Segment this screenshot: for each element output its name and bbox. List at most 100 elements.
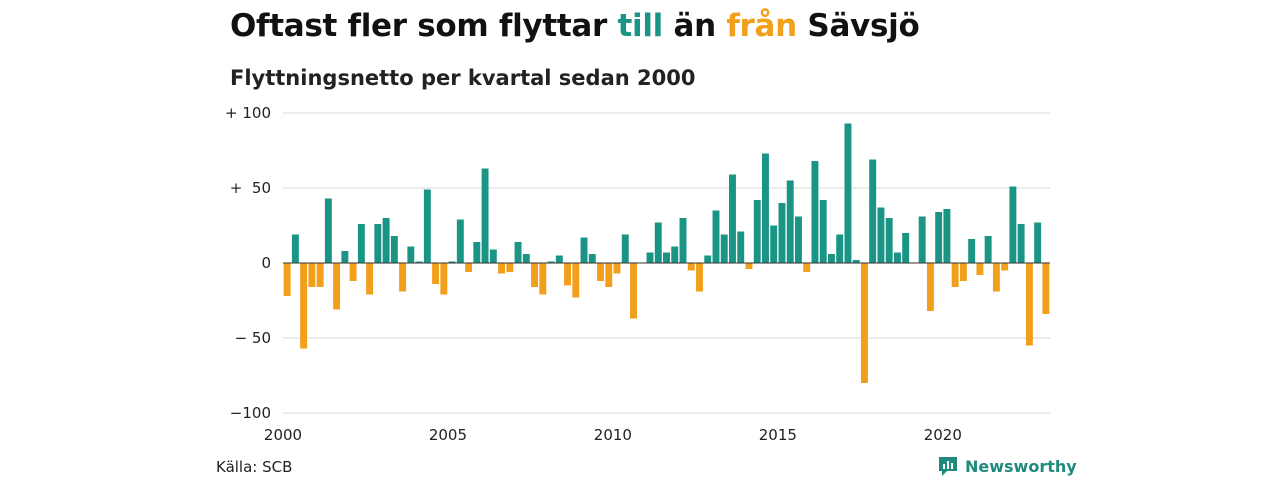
bar — [679, 218, 687, 263]
x-axis-ticks: 2000 2005 2010 2015 2020 — [264, 426, 962, 444]
bar — [926, 263, 934, 311]
bar — [1042, 263, 1050, 314]
bar — [481, 168, 489, 263]
bar — [696, 263, 703, 292]
bar — [811, 161, 819, 263]
bar — [729, 174, 736, 263]
bar — [753, 200, 761, 263]
bar — [489, 249, 497, 263]
x-tick-label: 2010 — [594, 426, 632, 444]
bar — [786, 180, 794, 263]
bar — [778, 203, 786, 263]
x-tick-label: 2000 — [264, 426, 302, 444]
bar — [506, 263, 514, 272]
bar — [1034, 222, 1042, 263]
bar — [885, 218, 893, 263]
bar — [382, 218, 390, 263]
bar — [720, 234, 728, 263]
bar — [399, 263, 407, 292]
brand-name: Newsworthy — [965, 456, 1077, 476]
bar — [646, 252, 654, 263]
bar — [663, 252, 670, 263]
bar — [555, 255, 563, 263]
bar — [836, 234, 844, 263]
bar — [893, 252, 901, 263]
bar — [300, 263, 308, 349]
bar — [704, 255, 712, 263]
y-tick-label: −100 — [230, 404, 271, 422]
bar — [852, 260, 860, 263]
bar — [366, 263, 374, 295]
bar — [959, 263, 967, 281]
title-part: Sävsjö — [796, 8, 920, 44]
bar — [547, 261, 555, 263]
x-tick-label: 2020 — [924, 426, 962, 444]
bar — [976, 263, 984, 275]
bar — [827, 254, 835, 263]
bar — [687, 263, 695, 271]
bar — [935, 212, 943, 263]
bar — [1009, 186, 1017, 263]
bar — [572, 263, 580, 298]
bar — [902, 233, 910, 263]
bar — [531, 263, 539, 287]
bar — [860, 263, 868, 383]
bar — [522, 254, 530, 263]
gridlines — [283, 112, 1050, 414]
x-tick-label: 2015 — [759, 426, 797, 444]
bar — [580, 237, 588, 263]
bar — [1017, 224, 1025, 263]
y-tick-label: + 100 — [225, 104, 271, 122]
bar — [671, 246, 679, 263]
chart-title: Oftast fler som flyttar till än från Säv… — [230, 8, 920, 44]
bar — [357, 224, 365, 263]
bar — [968, 239, 976, 263]
bar — [473, 242, 481, 263]
bar — [432, 263, 440, 284]
bar — [341, 251, 349, 263]
bar — [745, 263, 753, 269]
y-tick-label: + 50 — [230, 179, 271, 197]
bar — [308, 263, 316, 287]
bars — [283, 123, 1050, 383]
bar — [465, 263, 473, 272]
y-tick-label: 0 — [261, 254, 271, 272]
bar — [712, 210, 720, 263]
x-tick-label: 2005 — [429, 426, 467, 444]
bar — [498, 263, 506, 274]
bar — [654, 222, 662, 263]
bar — [621, 234, 629, 263]
bar — [992, 263, 1000, 292]
bar — [613, 263, 621, 274]
bar — [943, 209, 951, 263]
bar-chart: + 100 + 50 0 − 50 −100 2000 2005 2010 2015 2020 — [225, 104, 1050, 444]
bar — [440, 263, 448, 295]
title-part: från — [726, 8, 797, 44]
bar — [456, 219, 464, 263]
title-part: Oftast fler som flyttar — [230, 8, 618, 44]
bar — [1025, 263, 1033, 346]
bar — [333, 263, 341, 310]
brand-logo: Newsworthy — [937, 455, 1077, 477]
bar — [630, 263, 637, 319]
bar — [737, 231, 745, 263]
bar — [349, 263, 357, 281]
bar — [539, 263, 547, 295]
bar — [770, 225, 778, 263]
bar — [448, 261, 456, 263]
bar — [844, 123, 852, 263]
bar — [918, 216, 926, 263]
bar — [984, 236, 992, 263]
title-part: till — [617, 8, 663, 44]
bar — [390, 236, 398, 263]
chart-subtitle: Flyttningsnetto per kvartal sedan 2000 — [230, 66, 696, 90]
source-note: Källa: SCB — [216, 458, 293, 476]
bar — [423, 189, 431, 263]
bar — [1001, 263, 1009, 271]
bar — [588, 254, 596, 263]
bar — [605, 263, 613, 287]
bar — [951, 263, 959, 287]
bar — [803, 263, 811, 272]
bar — [291, 234, 299, 263]
bar — [407, 246, 415, 263]
